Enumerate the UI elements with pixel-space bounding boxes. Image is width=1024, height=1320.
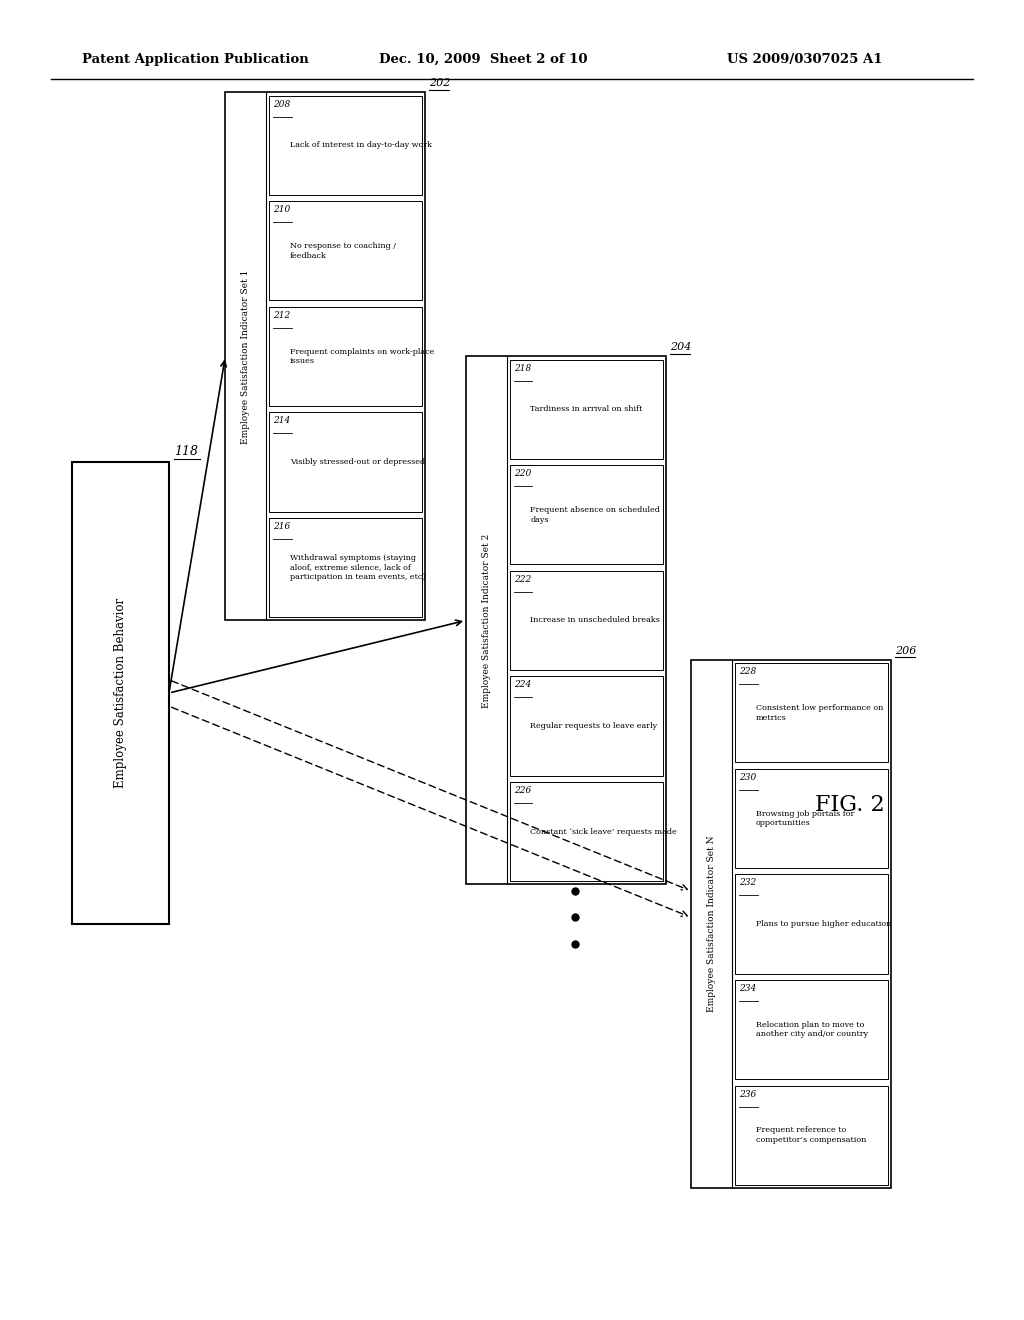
Text: Consistent low performance on
metrics: Consistent low performance on metrics [756, 704, 883, 722]
Bar [510, 359, 663, 459]
Text: Dec. 10, 2009  Sheet 2 of 10: Dec. 10, 2009 Sheet 2 of 10 [379, 53, 588, 66]
Text: Withdrawal symptoms (staying
aloof, extreme silence, lack of
participation in te: Withdrawal symptoms (staying aloof, extr… [290, 554, 425, 581]
Text: 212: 212 [273, 310, 291, 319]
Text: Frequent reference to
competitor’s compensation: Frequent reference to competitor’s compe… [756, 1126, 866, 1144]
Text: 216: 216 [273, 521, 291, 531]
Bar [510, 781, 663, 882]
Text: 210: 210 [273, 205, 291, 214]
Bar [510, 570, 663, 671]
Bar [269, 306, 422, 407]
Text: Visibly stressed-out or depressed: Visibly stressed-out or depressed [290, 458, 425, 466]
Text: Employee Satisfaction Behavior: Employee Satisfaction Behavior [114, 598, 127, 788]
Text: Relocation plan to move to
another city and/or country: Relocation plan to move to another city … [756, 1020, 867, 1039]
Text: 204: 204 [670, 342, 691, 352]
Text: 218: 218 [514, 363, 531, 372]
Text: Lack of interest in day-to-day work: Lack of interest in day-to-day work [290, 141, 432, 149]
Text: Regular requests to leave early: Regular requests to leave early [530, 722, 657, 730]
Bar [510, 676, 663, 776]
Bar [72, 462, 169, 924]
Text: 202: 202 [429, 78, 451, 88]
Text: Employee Satisfaction Indicator Set 1: Employee Satisfaction Indicator Set 1 [242, 269, 250, 444]
Text: Employee Satisfaction Indicator Set 2: Employee Satisfaction Indicator Set 2 [482, 533, 490, 708]
Bar [691, 660, 891, 1188]
Text: 206: 206 [895, 645, 916, 656]
Text: Plans to pursue higher education: Plans to pursue higher education [756, 920, 891, 928]
Bar [269, 201, 422, 301]
Text: Patent Application Publication: Patent Application Publication [82, 53, 308, 66]
Text: 228: 228 [739, 667, 757, 676]
Bar [735, 663, 888, 763]
Text: Frequent absence on scheduled
days: Frequent absence on scheduled days [530, 506, 660, 524]
Bar [269, 412, 422, 512]
Bar [735, 979, 888, 1080]
Text: 224: 224 [514, 680, 531, 689]
Text: 220: 220 [514, 469, 531, 478]
Bar [225, 92, 425, 620]
Text: No response to coaching /
feedback: No response to coaching / feedback [290, 242, 396, 260]
Bar [735, 874, 888, 974]
Bar [735, 1085, 888, 1185]
Text: 232: 232 [739, 878, 757, 887]
Text: 208: 208 [273, 99, 291, 108]
Text: Employee Satisfaction Indicator Set N: Employee Satisfaction Indicator Set N [708, 836, 716, 1012]
Bar [269, 517, 422, 618]
Bar [466, 356, 666, 884]
Text: 234: 234 [739, 983, 757, 993]
Text: Increase in unscheduled breaks: Increase in unscheduled breaks [530, 616, 660, 624]
Bar [269, 95, 422, 195]
Text: 118: 118 [174, 445, 198, 458]
Bar [510, 465, 663, 565]
Text: 214: 214 [273, 416, 291, 425]
Text: Browsing job portals for
opportunities: Browsing job portals for opportunities [756, 809, 854, 828]
Text: 230: 230 [739, 772, 757, 781]
Text: Frequent complaints on work-place
issues: Frequent complaints on work-place issues [290, 347, 434, 366]
Bar [735, 768, 888, 869]
Text: 236: 236 [739, 1089, 757, 1098]
Text: US 2009/0307025 A1: US 2009/0307025 A1 [727, 53, 883, 66]
Text: Constant ‘sick leave’ requests made: Constant ‘sick leave’ requests made [530, 828, 677, 836]
Text: 222: 222 [514, 574, 531, 583]
Text: FIG. 2: FIG. 2 [815, 795, 885, 816]
Text: 226: 226 [514, 785, 531, 795]
Text: Tardiness in arrival on shift: Tardiness in arrival on shift [530, 405, 643, 413]
